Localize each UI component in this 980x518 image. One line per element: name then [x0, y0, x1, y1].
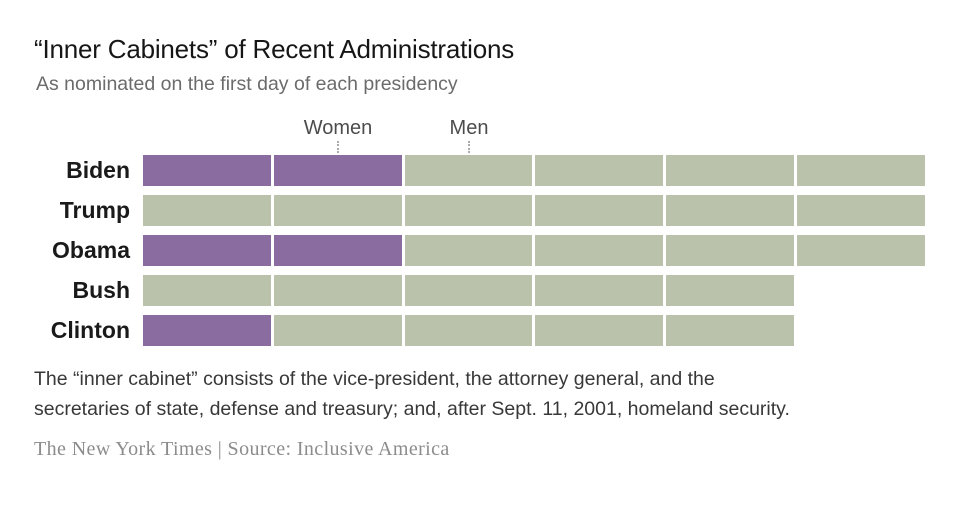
bar-segment-man	[143, 275, 271, 306]
legend-tick-men	[468, 141, 470, 153]
bar-segment-man	[666, 235, 795, 266]
bar-segment-man	[797, 235, 925, 266]
bar-segment-man	[273, 195, 402, 226]
bar-track	[143, 315, 933, 346]
bar-segment-man	[404, 315, 533, 346]
footnote-line-2: secretaries of state, defense and treasu…	[34, 398, 790, 420]
row-label: Biden	[66, 157, 130, 183]
bar-row-trump: Trump	[0, 195, 980, 226]
footnote-line-1: The “inner cabinet” consists of the vice…	[34, 368, 715, 390]
chart-title: “Inner Cabinets” of Recent Administratio…	[34, 34, 515, 64]
bar-segment-man	[535, 195, 664, 226]
bar-segment-man	[273, 315, 402, 346]
bar-track	[143, 155, 933, 186]
bar-segment-man	[666, 155, 795, 186]
bar-segment-woman	[143, 235, 271, 266]
bar-row-bush: Bush	[0, 275, 980, 306]
bar-segment-man	[666, 275, 795, 306]
bar-row-obama: Obama	[0, 235, 980, 266]
bar-segment-man	[404, 195, 533, 226]
bar-segment-man	[535, 275, 664, 306]
bar-segment-man	[666, 315, 795, 346]
bar-segment-man	[404, 275, 533, 306]
bar-segment-man	[404, 155, 533, 186]
legend-label-women: Women	[303, 117, 373, 139]
bar-segment-man	[143, 195, 271, 226]
bar-segment-man	[535, 235, 664, 266]
bar-segment-man	[797, 195, 925, 226]
source-credit: The New York Times | Source: Inclusive A…	[34, 438, 450, 460]
bar-segment-man	[535, 315, 664, 346]
row-label: Bush	[72, 277, 131, 303]
bar-segment-man	[404, 235, 533, 266]
bar-segment-man	[273, 275, 402, 306]
bar-track	[143, 235, 933, 266]
bar-segment-woman	[273, 235, 402, 266]
legend-label-men: Men	[449, 117, 489, 139]
row-label: Obama	[52, 237, 130, 263]
bar-segment-man	[535, 155, 664, 186]
bar-rows: Biden Trump Obama Bush Clinton	[0, 155, 980, 355]
row-label: Clinton	[50, 317, 130, 343]
bar-segment-woman	[143, 315, 271, 346]
chart-subtitle: As nominated on the first day of each pr…	[36, 73, 458, 95]
footnote: The “inner cabinet” consists of the vice…	[34, 364, 914, 424]
legend-tick-women	[337, 141, 339, 153]
bar-segment-man	[797, 155, 925, 186]
bar-track	[143, 195, 933, 226]
bar-track	[143, 275, 933, 306]
bar-row-biden: Biden	[0, 155, 980, 186]
bar-segment-man	[666, 195, 795, 226]
bar-segment-woman	[273, 155, 402, 186]
bar-segment-woman	[143, 155, 271, 186]
row-label: Trump	[59, 197, 130, 223]
bar-row-clinton: Clinton	[0, 315, 980, 346]
